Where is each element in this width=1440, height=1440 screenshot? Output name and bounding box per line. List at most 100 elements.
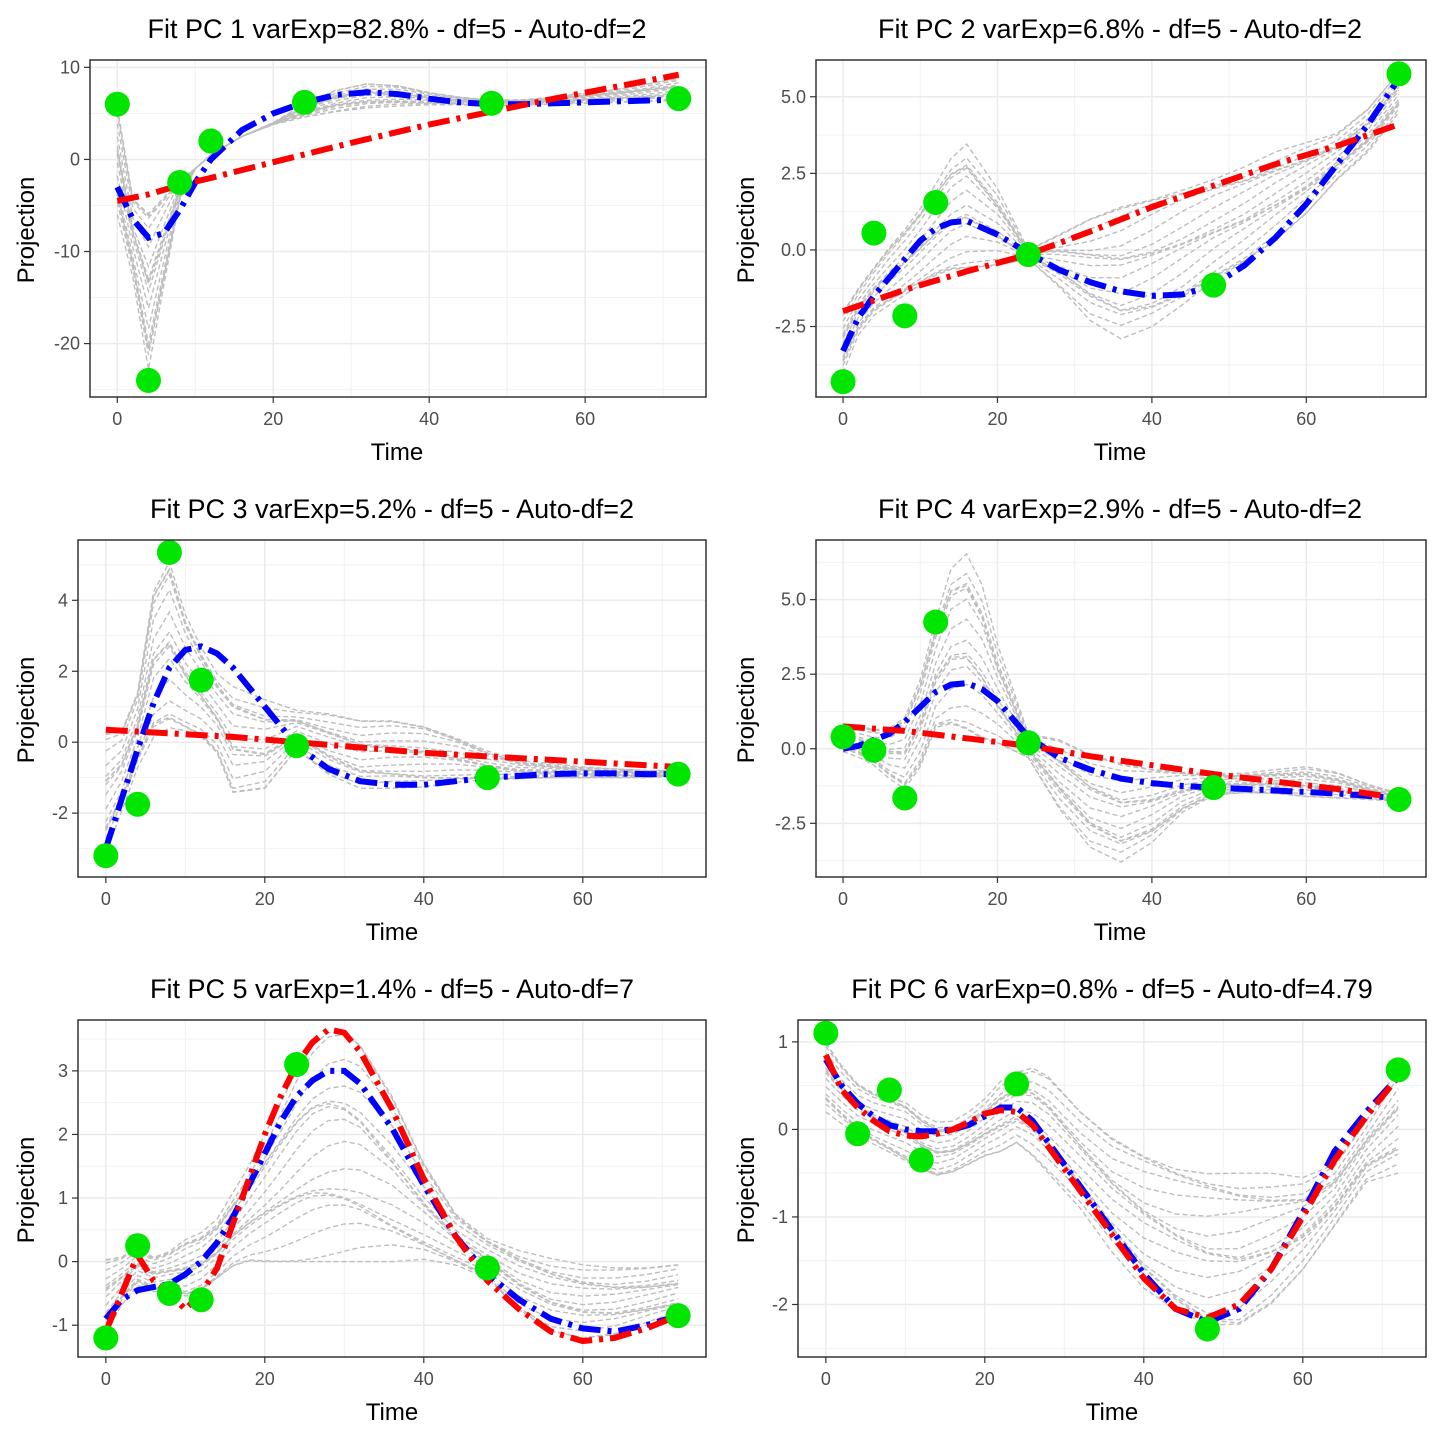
x-tick-label-pc2: 0 (838, 409, 848, 429)
data-point-pc4 (1386, 786, 1412, 812)
x-tick-label-pc1: 40 (419, 409, 439, 429)
data-point-pc6 (908, 1147, 934, 1173)
blue-fit-line-pc5 (103, 1067, 680, 1335)
red-fit-line-pc6 (823, 1053, 1401, 1321)
y-tick-label-pc4: -2.5 (775, 813, 806, 833)
plot-background-pc4 (816, 540, 1426, 877)
x-tick-label-pc3: 20 (255, 889, 275, 909)
gray-fit-curve-pc4 (842, 705, 1400, 842)
x-tick-label-pc1: 60 (575, 409, 595, 429)
gray-fit-curve-pc1 (116, 94, 679, 350)
plot-border-pc2 (815, 59, 1427, 398)
gray-fit-curve-pc4 (842, 552, 1400, 795)
data-point-pc2 (1201, 272, 1227, 298)
y-tick-label-pc5: 3 (58, 1061, 68, 1081)
data-point-pc4 (1201, 775, 1227, 801)
gray-fit-curve-pc1 (116, 89, 679, 294)
x-tick-label-pc2: 40 (1142, 409, 1162, 429)
gray-fit-curve-pc3 (105, 567, 679, 772)
panel-title-pc6: Fit PC 6 varExp=0.8% - df=5 - Auto-df=4.… (851, 974, 1373, 1004)
data-point-pc5 (125, 1233, 151, 1259)
x-tick-label-pc6: 40 (1134, 1369, 1154, 1389)
plot-border-pc6 (797, 1019, 1427, 1358)
y-tick-label-pc5: 1 (58, 1188, 68, 1208)
plot-area-pc5: 0 20 40 60 -1 0 1 2 3 (52, 1019, 707, 1389)
data-point-pc1 (135, 367, 161, 393)
plot-background-pc1 (90, 60, 706, 397)
x-axis-label-pc6: Time (1086, 1399, 1138, 1426)
x-axis-label-pc1: Time (371, 439, 423, 466)
x-tick-label-pc2: 60 (1296, 409, 1316, 429)
y-tick-label-pc2: 2.5 (781, 163, 806, 183)
x-axis-label-pc4: Time (1094, 919, 1146, 946)
data-point-pc3 (284, 733, 310, 759)
x-tick-label-pc6: 0 (821, 1369, 831, 1389)
y-tick-label-pc3: -2 (52, 803, 68, 823)
y-tick-label-pc4: 5.0 (781, 590, 806, 610)
x-tick-label-pc6: 60 (1293, 1369, 1313, 1389)
data-point-pc2 (861, 220, 887, 246)
data-point-pc3 (156, 539, 182, 565)
y-tick-label-pc3: 4 (58, 590, 68, 610)
data-point-pc6 (813, 1020, 839, 1046)
data-point-pc6 (876, 1077, 902, 1103)
gray-fit-curve-pc6 (825, 1103, 1399, 1324)
gray-fit-curve-pc2 (842, 111, 1400, 373)
gray-fit-curve-pc2 (842, 87, 1400, 337)
y-tick-label-pc5: 0 (58, 1252, 68, 1272)
gray-fit-curve-pc6 (825, 1052, 1399, 1202)
blue-fit-line-pc1 (114, 89, 679, 242)
x-axis-label-pc3: Time (366, 919, 418, 946)
data-point-pc6 (845, 1121, 871, 1147)
y-tick-label-pc1: -10 (54, 242, 80, 262)
panel-pc5: Fit PC 5 varExp=1.4% - df=5 - Auto-df=7 … (13, 974, 634, 1426)
blue-fit-line-pc2 (840, 76, 1402, 353)
gray-fit-curve-pc3 (105, 630, 679, 782)
plot-background-pc3 (78, 540, 706, 877)
x-tick-label-pc1: 0 (112, 409, 122, 429)
data-point-pc4 (830, 724, 856, 750)
gray-fit-curve-pc3 (105, 610, 679, 777)
panel-title-pc5: Fit PC 5 varExp=1.4% - df=5 - Auto-df=7 (150, 974, 634, 1004)
blue-fit-line-pc3 (102, 643, 679, 850)
x-tick-label-pc1: 20 (263, 409, 283, 429)
data-point-pc3 (188, 667, 214, 693)
data-point-pc5 (188, 1287, 214, 1313)
data-point-pc3 (125, 791, 151, 817)
data-point-pc6 (1004, 1071, 1030, 1097)
gray-fit-curve-pc3 (105, 588, 679, 774)
data-point-pc3 (93, 843, 119, 869)
red-fit-line-pc2 (842, 121, 1400, 315)
x-tick-label-pc4: 40 (1142, 889, 1162, 909)
gray-fit-curve-pc6 (825, 1046, 1399, 1199)
data-point-pc6 (1194, 1316, 1220, 1342)
y-tick-label-pc2: 0.0 (781, 240, 806, 260)
y-axis-label-pc5: Projection (13, 1137, 40, 1244)
x-tick-label-pc5: 60 (573, 1369, 593, 1389)
plot-background-pc2 (816, 60, 1426, 397)
plot-data-pc2 (840, 71, 1402, 373)
x-tick-label-pc5: 40 (414, 1369, 434, 1389)
plot-data-pc3 (102, 560, 679, 853)
plot-area-pc4: 0 20 40 60 -2.5 0.0 2.5 5.0 (775, 539, 1427, 909)
y-axis-label-pc3: Projection (13, 657, 40, 764)
plot-data-pc4 (842, 552, 1400, 863)
gray-fit-curve-pc5 (105, 1204, 679, 1324)
data-point-pc2 (1015, 242, 1041, 268)
x-tick-label-pc4: 20 (987, 889, 1007, 909)
panel-pc1: Fit PC 1 varExp=82.8% - df=5 - Auto-df=2… (13, 14, 647, 466)
x-tick-label-pc4: 0 (838, 889, 848, 909)
data-point-pc1 (479, 90, 505, 116)
data-point-pc5 (474, 1255, 500, 1281)
x-tick-label-pc2: 20 (987, 409, 1007, 429)
gray-fit-curve-pc4 (842, 683, 1400, 842)
gray-fit-curve-pc1 (116, 77, 679, 217)
y-tick-label-pc1: -20 (54, 334, 80, 354)
data-point-pc4 (861, 737, 887, 763)
gray-fit-curve-pc2 (842, 79, 1400, 322)
data-point-pc5 (284, 1052, 310, 1078)
plot-background-pc5 (78, 1020, 706, 1357)
plot-border-pc4 (815, 539, 1427, 878)
y-tick-label-pc3: 2 (58, 661, 68, 681)
y-tick-label-pc6: -2 (772, 1294, 788, 1314)
